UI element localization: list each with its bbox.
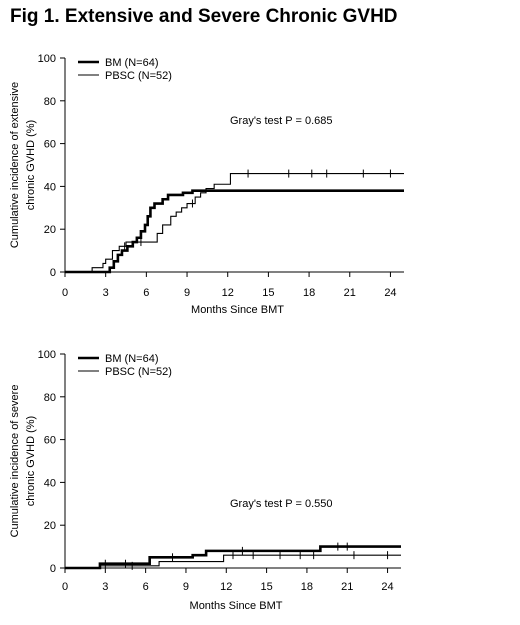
x-tick-label: 15 [262, 287, 274, 299]
pvalue-annotation: Gray's test P = 0.550 [230, 498, 332, 510]
y-tick-label: 60 [44, 435, 56, 447]
series-line-bm [65, 189, 404, 274]
x-tick-label: 9 [183, 581, 189, 593]
legend-label-bm: BM (N=64) [105, 353, 159, 365]
x-tick-label: 24 [381, 581, 393, 593]
figure-title: Fig 1. Extensive and Severe Chronic GVHD [10, 6, 398, 27]
y-axis-label: Cumulative incidence of severe [9, 385, 21, 538]
y-tick-label: 20 [44, 520, 56, 532]
legend-label-bm: BM (N=64) [105, 57, 159, 69]
x-tick-label: 3 [102, 581, 108, 593]
y-tick-label: 80 [44, 392, 56, 404]
x-tick-label: 18 [303, 287, 315, 299]
x-axis-label: Months Since BMT [190, 600, 283, 612]
x-tick-label: 9 [184, 287, 190, 299]
y-tick-label: 100 [38, 349, 56, 361]
x-axis-label: Months Since BMT [191, 304, 284, 316]
y-tick-label: 0 [50, 563, 56, 575]
y-tick-label: 0 [50, 267, 56, 279]
x-tick-label: 21 [344, 287, 356, 299]
x-tick-label: 6 [143, 287, 149, 299]
x-tick-label: 15 [260, 581, 272, 593]
y-tick-label: 60 [44, 139, 56, 151]
x-tick-label: 12 [222, 287, 234, 299]
y-tick-label: 20 [44, 224, 56, 236]
y-tick-label: 40 [44, 477, 56, 489]
series-line-pbsc [65, 554, 401, 569]
chart-panel-1: 0 20 40 60 80 100 0 3 6 9 12 15 18 21 24 Months Since B… [9, 53, 404, 316]
x-tick-label: 12 [220, 581, 232, 593]
pvalue-annotation: Gray's test P = 0.685 [230, 115, 332, 127]
y-axis-label: Cumulative incidence of extensive [9, 82, 21, 248]
series-line-bm [65, 545, 401, 570]
legend-label-pbsc: PBSC (N=52) [105, 366, 172, 378]
x-tick-label: 21 [341, 581, 353, 593]
x-tick-label: 0 [62, 581, 68, 593]
y-axis-label: chronic GVHD (%) [25, 120, 37, 210]
y-tick-label: 100 [38, 53, 56, 65]
y-axis-label: chronic GVHD (%) [25, 416, 37, 506]
x-tick-label: 18 [301, 581, 313, 593]
chart-panel-2: 0 20 40 60 80 100 0 3 6 9 12 15 18 21 24 Months Since B… [9, 349, 401, 612]
x-tick-label: 6 [143, 581, 149, 593]
y-tick-label: 40 [44, 181, 56, 193]
x-tick-label: 3 [103, 287, 109, 299]
x-tick-label: 24 [384, 287, 396, 299]
series-line-pbsc [65, 173, 404, 273]
x-tick-label: 0 [62, 287, 68, 299]
legend-label-pbsc: PBSC (N=52) [105, 70, 172, 82]
y-tick-label: 80 [44, 96, 56, 108]
